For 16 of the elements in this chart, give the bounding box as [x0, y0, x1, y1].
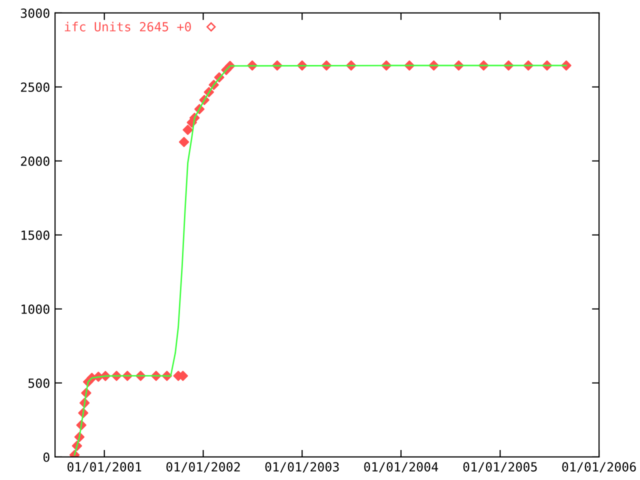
point [178, 136, 190, 148]
y-tick-label: 1500 [22, 230, 50, 240]
x-tick-label: 01/01/2002 [166, 462, 240, 473]
point [182, 124, 193, 135]
y-tick-label: 2500 [21, 82, 50, 92]
y-tick-label: 0 [43, 452, 50, 462]
y-tick-label: 500 [28, 378, 50, 388]
legend-label: ifc Units 2645 +0 [64, 22, 191, 32]
x-tick-label: 01/01/2005 [463, 462, 537, 473]
x-tick-label: 01/01/2006 [562, 462, 636, 473]
x-tick-label: 01/01/2001 [68, 462, 142, 473]
y-tick-label: 1000 [22, 304, 50, 314]
x-tick-label: 01/01/2004 [364, 462, 438, 473]
x-tick-label: 01/01/2003 [265, 462, 339, 473]
y-tick-label: 2000 [21, 156, 50, 166]
y-tick-label: 3000 [20, 8, 50, 18]
